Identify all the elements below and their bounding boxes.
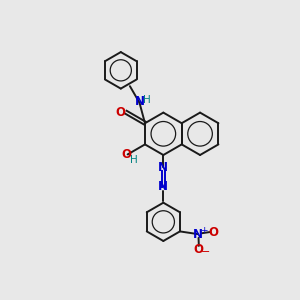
Text: N: N (134, 95, 145, 108)
Text: N: N (193, 228, 203, 241)
Text: H: H (130, 155, 137, 165)
Text: N: N (158, 180, 168, 193)
Text: +: + (200, 226, 208, 235)
Text: O: O (194, 243, 204, 256)
Text: O: O (208, 226, 218, 238)
Text: H: H (143, 95, 151, 105)
Text: N: N (158, 160, 168, 174)
Text: −: − (201, 248, 210, 257)
Text: O: O (116, 106, 126, 119)
Text: O: O (121, 148, 131, 161)
